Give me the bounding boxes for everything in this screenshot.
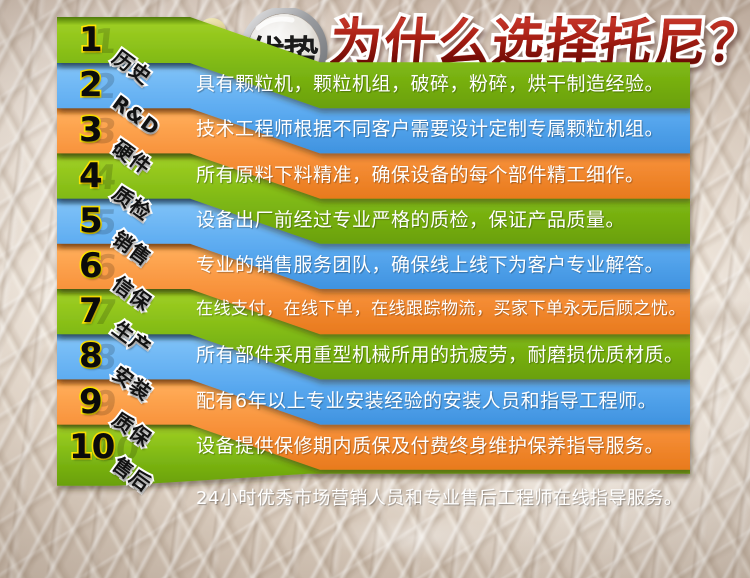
- band-description-text: 设备出厂前经过专业严格的质检，保证产品质量。: [196, 208, 626, 231]
- band-number: 4: [77, 155, 104, 196]
- band-number: 1: [77, 20, 104, 60]
- band-number: 6: [77, 246, 104, 286]
- band-description-text: 所有原料下料精准，确保设备的每个部件精工细作。: [196, 163, 645, 186]
- band-description-text: 技术工程师根据不同客户需要设计定制专属颗粒机组。: [196, 118, 665, 141]
- band-number: 2: [77, 65, 104, 106]
- band-description-text: 专业的销售服务团队，确保线上线下为客户专业解答。: [196, 254, 665, 276]
- band-description-text: 配有6年以上专业安装经验的安装人员和指导工程师。: [196, 389, 658, 412]
- band-number: 7: [77, 291, 104, 332]
- band-number: 10: [67, 426, 117, 467]
- band-description-text: 设备提供保修期内质保及付费终身维护保养指导服务。: [196, 434, 665, 457]
- band-number: 5: [77, 200, 104, 241]
- band-description-text: 24小时优秀市场营销人员和专业售后工程师在线指导服务。: [196, 488, 683, 509]
- band-number: 8: [77, 336, 104, 377]
- band-number: 9: [77, 381, 104, 422]
- band-description-text: 所有部件采用重型机械所用的抗疲劳，耐磨损优质材质。: [196, 344, 684, 367]
- band-description-text: 在线支付，在线下单，在线跟踪物流，买家下单永无后顾之忧。: [196, 299, 686, 320]
- band-description-text: 具有颗粒机，颗粒机组，破碎，粉碎，烘干制造经验。: [196, 73, 665, 96]
- band-number: 3: [77, 110, 104, 151]
